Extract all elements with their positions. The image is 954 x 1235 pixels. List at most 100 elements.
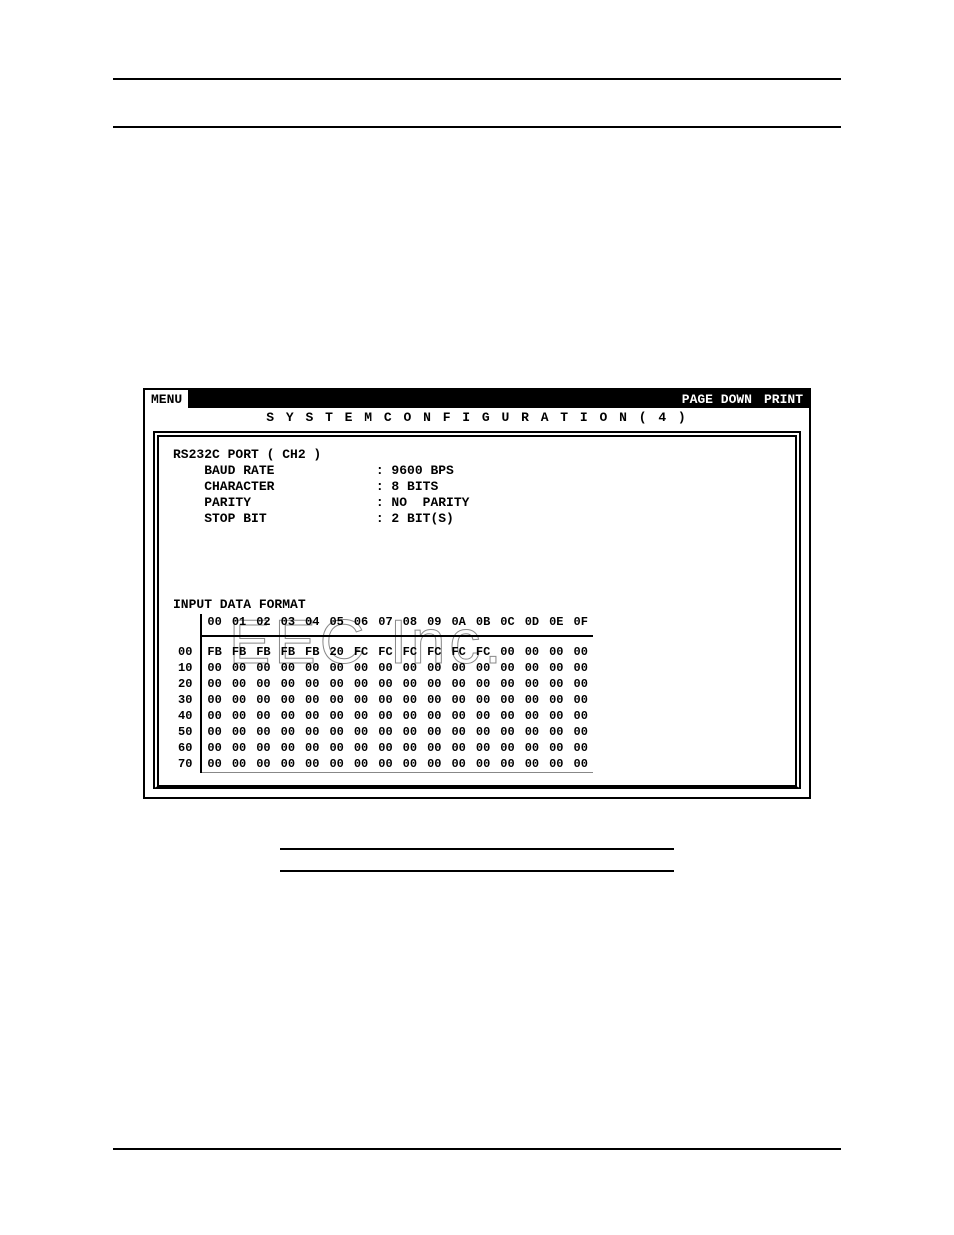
hex-cell: 00: [544, 740, 568, 756]
hex-cell: 00: [495, 692, 519, 708]
hex-cell: FC: [422, 636, 446, 660]
hex-row-header: 00: [173, 636, 201, 660]
hex-cell: FB: [201, 636, 226, 660]
hex-cell: FB: [300, 636, 324, 660]
hex-cell: 00: [471, 740, 495, 756]
table-row: 4000000000000000000000000000000000: [173, 708, 593, 724]
hex-cell: 00: [227, 740, 251, 756]
hex-cell: 00: [373, 692, 397, 708]
hex-cell: 00: [544, 676, 568, 692]
hex-cell: 00: [398, 660, 422, 676]
hex-cell: 00: [446, 692, 470, 708]
hex-cell: 00: [422, 756, 446, 773]
hex-cell: 00: [569, 636, 593, 660]
hex-table-wrapper: 000102030405060708090A0B0C0D0E0F 00FBFBF…: [173, 614, 781, 773]
hex-cell: 00: [227, 692, 251, 708]
hex-cell: 00: [446, 676, 470, 692]
hex-cell: 00: [569, 660, 593, 676]
terminal-window: MENU PAGE DOWN PRINT S Y S T E M C O N F…: [143, 388, 811, 799]
hex-cell: 00: [300, 676, 324, 692]
page-down-button[interactable]: PAGE DOWN: [676, 392, 758, 407]
hex-cell: 00: [398, 692, 422, 708]
hex-cell: 00: [251, 708, 275, 724]
hex-cell: 00: [544, 636, 568, 660]
hex-cell: 00: [520, 708, 544, 724]
hex-cell: 00: [446, 660, 470, 676]
hex-cell: 00: [201, 660, 226, 676]
hex-cell: 00: [398, 740, 422, 756]
hex-cell: 00: [520, 756, 544, 773]
hex-cell: 00: [471, 724, 495, 740]
hex-cell: 00: [201, 708, 226, 724]
hex-cell: 00: [446, 740, 470, 756]
hex-cell: 00: [544, 756, 568, 773]
hex-col-header: 09: [422, 614, 446, 636]
hex-cell: 00: [227, 724, 251, 740]
hex-cell: 00: [324, 676, 348, 692]
table-row: 3000000000000000000000000000000000: [173, 692, 593, 708]
hex-cell: 00: [373, 708, 397, 724]
hex-cell: 00: [398, 676, 422, 692]
hex-col-header: 03: [276, 614, 300, 636]
content-frame: EEC Inc. RS232C PORT ( CH2 ) BAUD RATE :…: [153, 431, 801, 789]
hex-cell: 00: [495, 636, 519, 660]
hex-cell: 00: [201, 724, 226, 740]
hex-cell: 00: [398, 756, 422, 773]
hex-col-header: 06: [349, 614, 373, 636]
print-button[interactable]: PRINT: [758, 392, 809, 407]
hex-cell: 00: [520, 636, 544, 660]
hex-cell: 00: [276, 756, 300, 773]
hex-cell: 00: [373, 676, 397, 692]
hex-cell: FB: [251, 636, 275, 660]
top-rule: [113, 78, 841, 80]
hex-col-header: 08: [398, 614, 422, 636]
table-row: 00FBFBFBFBFB20FCFCFCFCFCFC00000000: [173, 636, 593, 660]
hex-cell: 00: [446, 724, 470, 740]
table-row: 1000000000000000000000000000000000: [173, 660, 593, 676]
hex-cell: 00: [422, 708, 446, 724]
hex-cell: 00: [349, 756, 373, 773]
hex-cell: 00: [227, 660, 251, 676]
hex-cell: 00: [544, 660, 568, 676]
hex-cell: FC: [398, 636, 422, 660]
caption-rule-2: [280, 870, 674, 872]
hex-cell: 00: [398, 708, 422, 724]
hex-cell: 00: [349, 692, 373, 708]
hex-cell: 00: [471, 756, 495, 773]
menu-button[interactable]: MENU: [145, 390, 188, 408]
hex-cell: 00: [324, 724, 348, 740]
hex-cell: 00: [349, 660, 373, 676]
hex-table: 000102030405060708090A0B0C0D0E0F 00FBFBF…: [173, 614, 593, 773]
hex-cell: 00: [446, 708, 470, 724]
hex-cell: 00: [520, 660, 544, 676]
hex-cell: 00: [251, 740, 275, 756]
hex-cell: 00: [227, 756, 251, 773]
hex-row-header: 70: [173, 756, 201, 773]
hex-cell: 00: [349, 740, 373, 756]
hex-cell: 00: [276, 692, 300, 708]
hex-cell: 00: [300, 724, 324, 740]
hex-cell: 00: [422, 692, 446, 708]
hex-cell: 00: [520, 740, 544, 756]
hex-cell: 00: [422, 676, 446, 692]
hex-cell: 00: [520, 692, 544, 708]
second-rule: [113, 126, 841, 128]
hex-cell: FB: [227, 636, 251, 660]
bottom-rule: [113, 1148, 841, 1150]
hex-cell: 00: [276, 660, 300, 676]
hex-col-header: 0F: [569, 614, 593, 636]
hex-cell: 00: [276, 740, 300, 756]
hex-cell: 00: [544, 724, 568, 740]
hex-cell: FC: [446, 636, 470, 660]
hex-row-header: 30: [173, 692, 201, 708]
hex-cell: 00: [520, 724, 544, 740]
hex-cell: 00: [471, 676, 495, 692]
hex-cell: 00: [201, 692, 226, 708]
title-bar: MENU PAGE DOWN PRINT: [145, 390, 809, 408]
hex-row-header: 20: [173, 676, 201, 692]
hex-row-header: 50: [173, 724, 201, 740]
hex-cell: 00: [349, 724, 373, 740]
hex-col-header: 0B: [471, 614, 495, 636]
hex-cell: 00: [251, 692, 275, 708]
hex-cell: 00: [569, 708, 593, 724]
